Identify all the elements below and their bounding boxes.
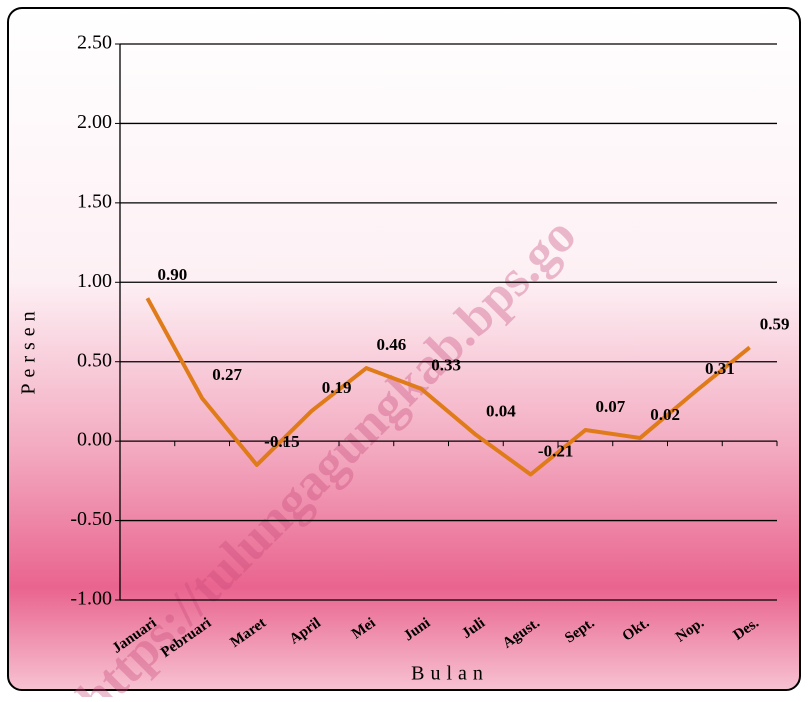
data-label: 0.02 (650, 405, 680, 424)
y-tick-label: 0.00 (77, 429, 112, 451)
y-tick-label: -1.00 (70, 588, 112, 610)
data-label: 0.27 (212, 365, 242, 384)
data-label: 0.90 (158, 265, 188, 284)
y-axis-title: Persen (18, 305, 40, 394)
y-tick-label: 1.00 (77, 270, 112, 292)
y-tick-label: 1.50 (77, 190, 112, 212)
data-label: 0.31 (705, 359, 735, 378)
data-label: -0.15 (264, 432, 299, 451)
y-tick-label: 0.50 (77, 349, 112, 371)
y-tick-label: 2.00 (77, 111, 112, 133)
data-label: -0.21 (538, 441, 573, 460)
data-label: 0.59 (760, 314, 790, 333)
y-tick-label: 2.50 (77, 32, 112, 54)
data-label: 0.07 (596, 397, 626, 416)
y-tick-label: -0.50 (70, 508, 112, 530)
data-label: 0.46 (377, 335, 407, 354)
data-label: 0.04 (486, 402, 516, 421)
data-label: 0.19 (322, 378, 352, 397)
frame (7, 7, 801, 691)
data-label: 0.33 (431, 356, 461, 375)
x-axis-title: Bulan (411, 663, 489, 685)
line (145, 297, 751, 477)
